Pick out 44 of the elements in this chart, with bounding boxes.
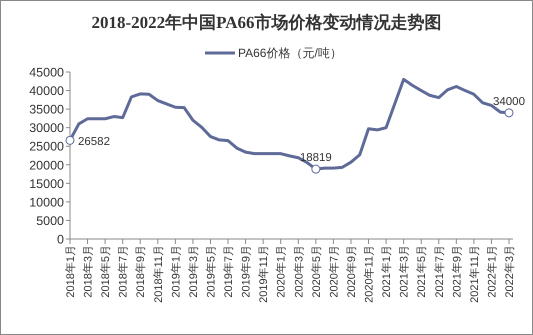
y-tick-label: 5000: [36, 214, 64, 228]
x-tick-label: 2018年7月: [118, 245, 130, 298]
x-tick-label: 2018年11月: [152, 245, 165, 303]
x-tick-label: 2019年5月: [205, 245, 218, 298]
y-tick-label: 30000: [29, 121, 64, 136]
x-tick-label: 2021年7月: [434, 245, 446, 298]
x-tick-label: 2021年3月: [398, 245, 411, 298]
x-tick-label: 2020年7月: [328, 245, 340, 298]
x-tick-label: 2021年11月: [468, 245, 481, 303]
x-tick-label: 2019年9月: [240, 245, 253, 298]
x-tick-label: 2021年9月: [451, 245, 464, 298]
x-tick-label: 2020年1月: [276, 245, 288, 298]
x-tick-label: 2020年5月: [310, 245, 323, 298]
legend-label: PA66价格（元/吨）: [238, 46, 342, 60]
y-tick-label: 45000: [29, 66, 64, 80]
point: [66, 136, 74, 145]
x-tick-label: 2022年3月: [504, 245, 516, 298]
x-tick-label: 2019年3月: [188, 245, 200, 298]
data-label: 26582: [78, 136, 110, 148]
y-tick-label: 20000: [29, 158, 64, 172]
y-tick-label: 0: [57, 232, 64, 246]
chart-title: 2018-2022年中国PA66市场价格变动情况走势图: [91, 13, 442, 32]
x-tick-label: 2019年1月: [170, 245, 182, 298]
x-tick-label: 2020年9月: [346, 245, 358, 298]
y-tick-label: 35000: [29, 102, 64, 117]
x-tick-label: 2018年5月: [100, 245, 112, 298]
data-label: 34000: [493, 96, 525, 108]
x-tick-label: 2019年7月: [223, 245, 236, 298]
point: [504, 108, 514, 118]
x-tick-label: 2018年1月: [65, 245, 77, 298]
y-tick-label: 25000: [29, 140, 64, 154]
data-label: 18819: [300, 152, 332, 164]
point: [311, 164, 320, 174]
x-tick-label: 2021年5月: [416, 245, 428, 298]
x-tick-label: 2020年11月: [364, 245, 376, 303]
x-tick-label: 2022年1月: [486, 245, 498, 298]
x-tick-label: 2021年1月: [381, 245, 394, 298]
x-tick-label: 2018年9月: [135, 245, 148, 298]
y-tick-label: 40000: [29, 84, 64, 98]
x-tick-label: 2020年3月: [293, 245, 306, 298]
x-tick-label: 2019年11月: [258, 245, 270, 303]
y-tick-label: 15000: [29, 176, 64, 191]
x-tick-label: 2018年3月: [82, 245, 95, 298]
y-tick-label: 10000: [29, 195, 64, 210]
